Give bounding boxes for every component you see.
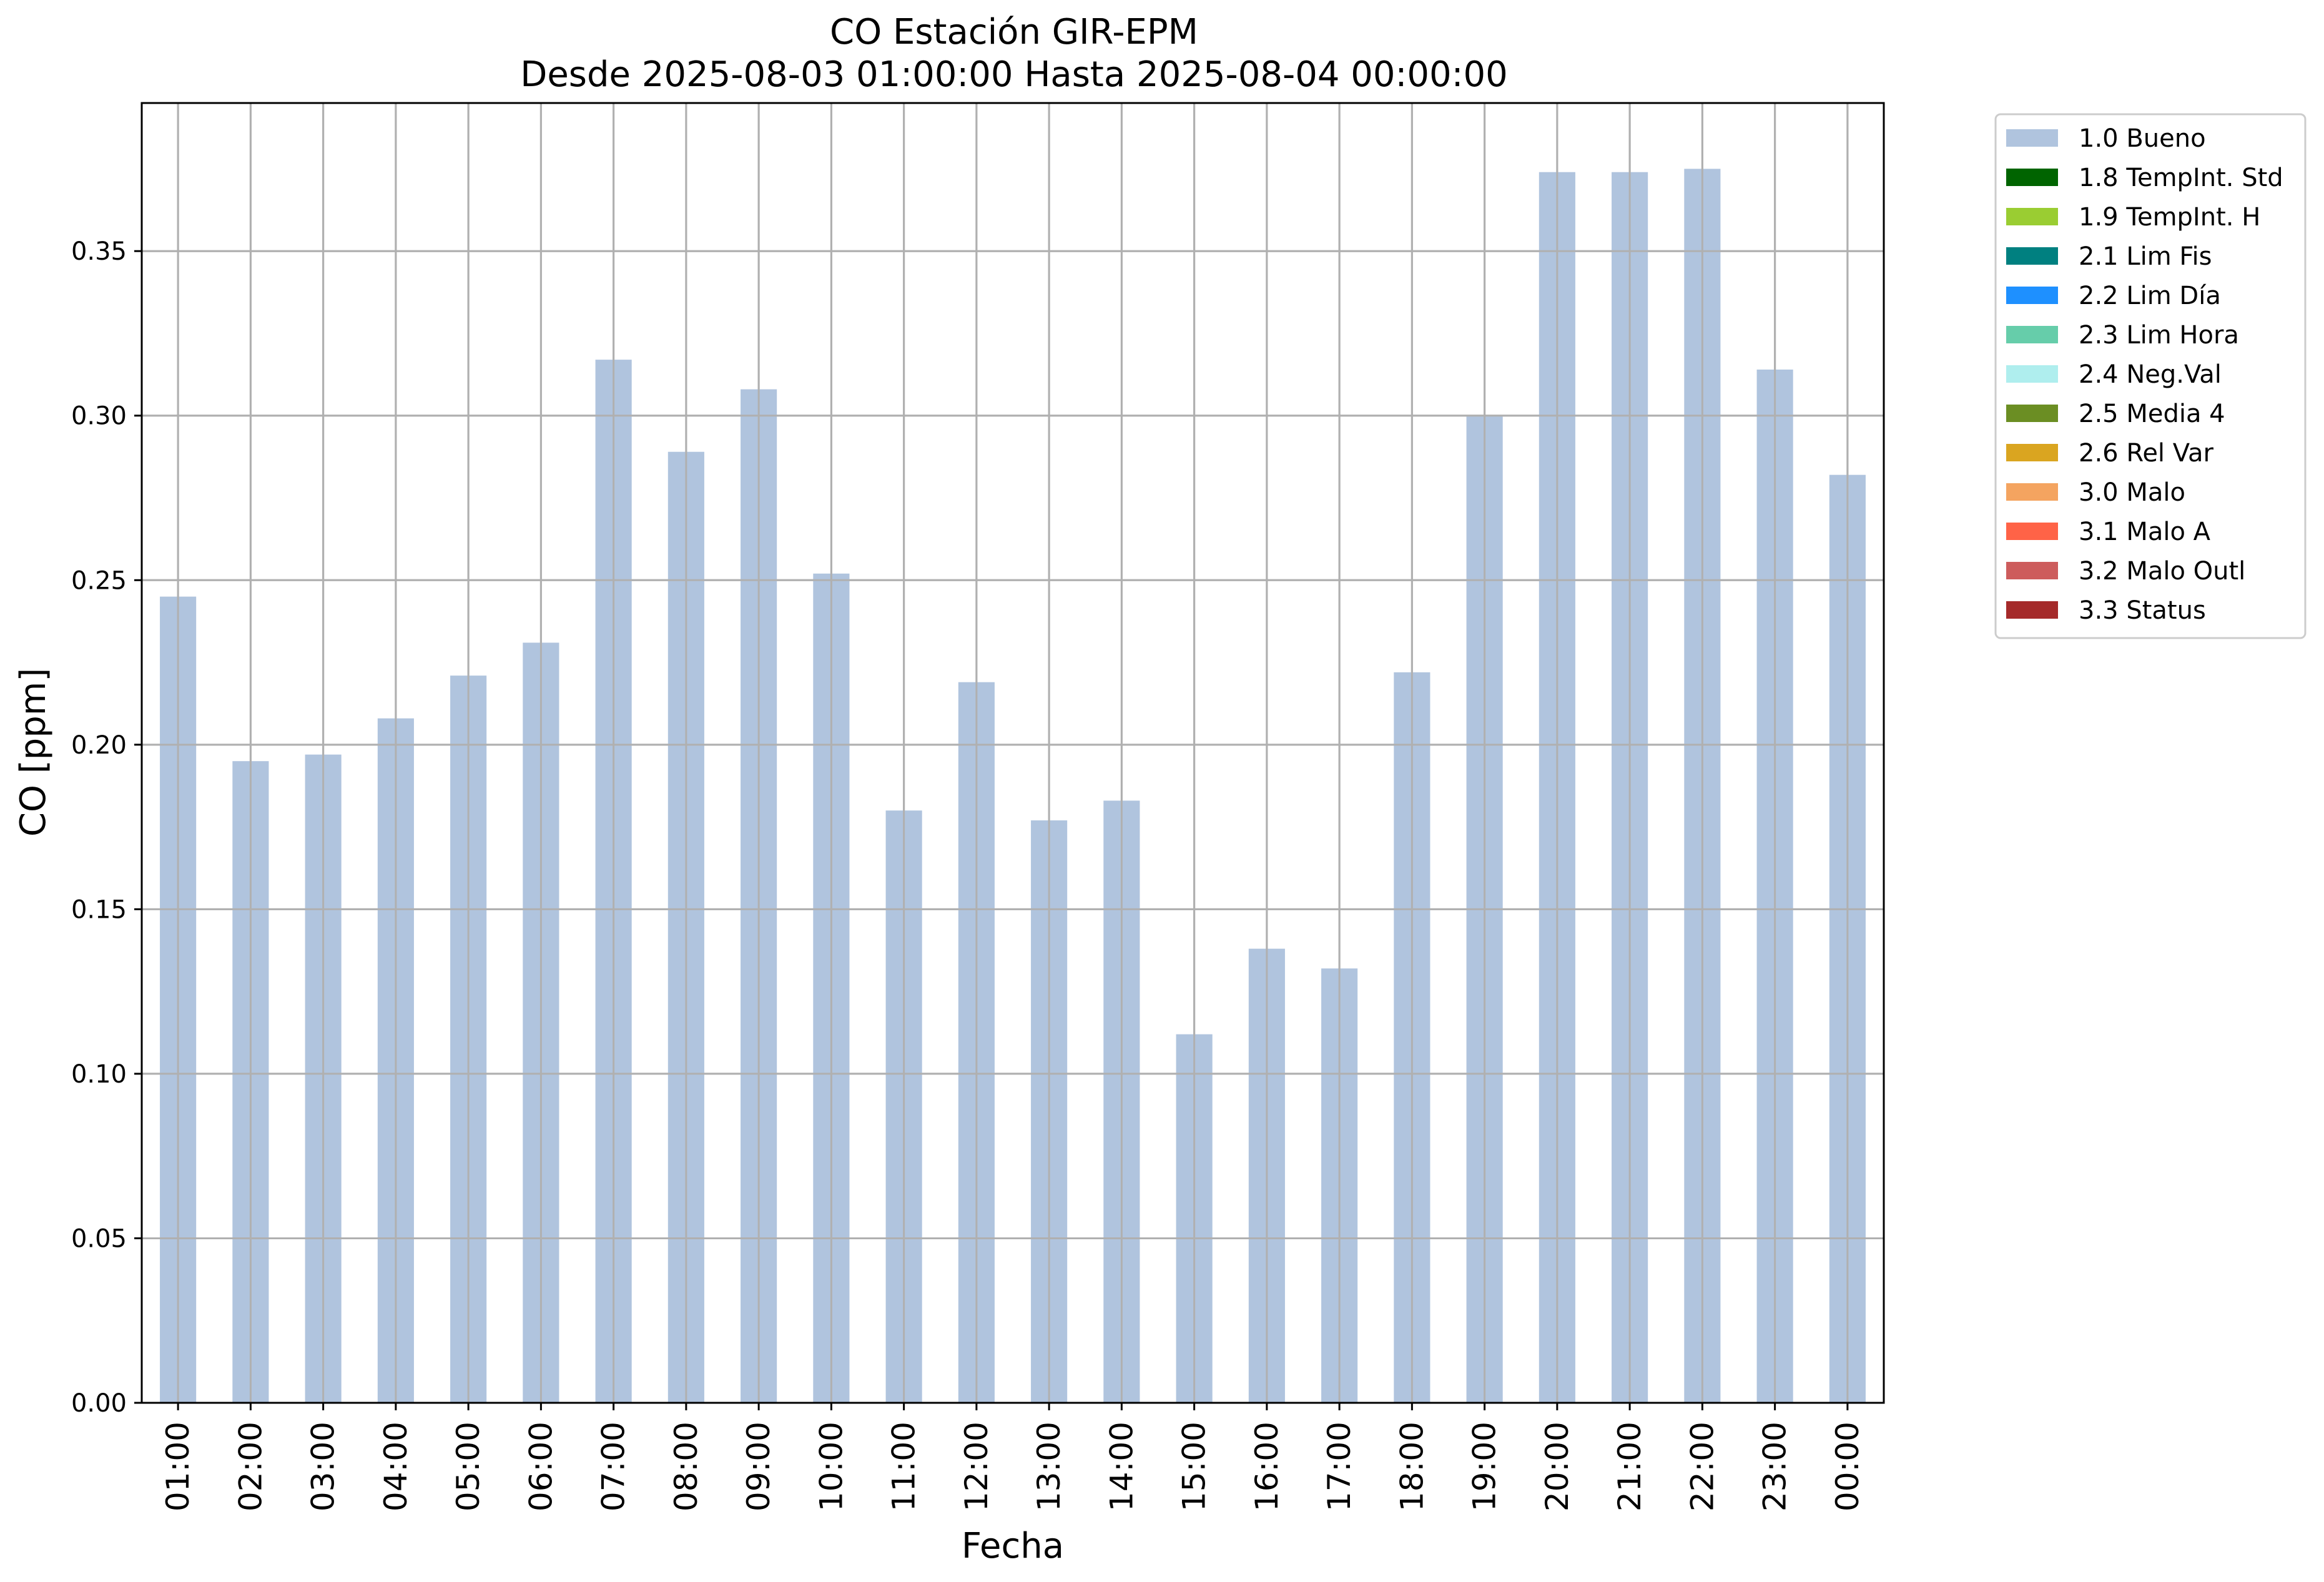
axis-layer: 0.00 0.05 0.10 0.15 0.20 0.25 0.30 0.35 01:00 02:…	[71, 102, 1885, 1511]
y-tick-label: 0.20	[71, 731, 127, 760]
x-tick-label: 15:00	[1176, 1422, 1213, 1511]
y-tick-label: 0.00	[71, 1389, 127, 1418]
legend-label: 2.3 Lim Hora	[2079, 321, 2239, 350]
x-tick-label: 05:00	[450, 1422, 486, 1511]
x-tick-label: 23:00	[1757, 1422, 1793, 1511]
x-tick-label: 16:00	[1249, 1422, 1285, 1511]
x-tick-label: 14:00	[1103, 1422, 1140, 1511]
x-tick-label: 12:00	[958, 1422, 995, 1511]
legend-label: 2.6 Rel Var	[2079, 439, 2214, 468]
legend-swatch	[2006, 483, 2058, 501]
legend-swatch	[2006, 523, 2058, 540]
legend-label: 2.4 Neg.Val	[2079, 360, 2222, 389]
chart-subtitle: Desde 2025-08-03 01:00:00 Hasta 2025-08-…	[520, 54, 1508, 95]
y-axis-label: CO [ppm]	[13, 668, 54, 837]
y-tick-label: 0.35	[71, 237, 127, 266]
legend-label: 3.1 Malo A	[2079, 518, 2211, 546]
legend-label: 1.8 TempInt. Std	[2079, 164, 2283, 192]
x-tick-label: 00:00	[1829, 1422, 1866, 1511]
x-tick-label: 19:00	[1467, 1422, 1503, 1511]
x-tick-label: 21:00	[1612, 1422, 1648, 1511]
legend-swatch	[2006, 129, 2058, 147]
legend-swatch	[2006, 208, 2058, 225]
legend-swatch	[2006, 326, 2058, 343]
x-tick-label: 06:00	[523, 1422, 559, 1511]
legend-swatch	[2006, 601, 2058, 619]
x-axis-label: Fecha	[962, 1526, 1064, 1566]
legend-label: 1.9 TempInt. H	[2079, 203, 2260, 232]
x-tick-label: 03:00	[305, 1422, 342, 1511]
legend-swatch	[2006, 169, 2058, 186]
x-tick-label: 08:00	[668, 1422, 704, 1511]
y-tick-label: 0.10	[71, 1060, 127, 1089]
legend-swatch	[2006, 444, 2058, 461]
x-tick-label: 22:00	[1684, 1422, 1720, 1511]
y-tick-label: 0.30	[71, 402, 127, 431]
y-tick-label: 0.25	[71, 566, 127, 595]
x-tick-label: 07:00	[596, 1422, 632, 1511]
legend-label: 1.0 Bueno	[2079, 124, 2206, 153]
x-tick-label: 04:00	[378, 1422, 414, 1511]
x-tick-label: 13:00	[1031, 1422, 1067, 1511]
x-tick-label: 01:00	[160, 1422, 196, 1511]
chart-title: CO Estación GIR-EPM	[830, 12, 1198, 52]
legend-swatch	[2006, 365, 2058, 383]
x-tick-label: 20:00	[1539, 1422, 1575, 1511]
legend-swatch	[2006, 287, 2058, 304]
legend-swatch	[2006, 405, 2058, 422]
legend-box	[1994, 113, 2307, 639]
y-tick-label: 0.15	[71, 895, 127, 924]
x-tick-label: 09:00	[741, 1422, 777, 1511]
x-tick-label: 18:00	[1394, 1422, 1430, 1511]
x-tick-label: 11:00	[886, 1422, 922, 1511]
x-tick-label: 17:00	[1321, 1422, 1357, 1511]
legend-label: 2.5 Media 4	[2079, 400, 2225, 428]
grid-overlay	[142, 103, 1884, 1404]
legend-swatch	[2006, 247, 2058, 265]
x-tick-label: 02:00	[232, 1422, 268, 1511]
legend: 1.0 Bueno 1.8 TempInt. Std 1.9 TempInt. H 2…	[1994, 113, 2307, 639]
legend-swatch	[2006, 562, 2058, 579]
legend-label: 3.3 Status	[2079, 596, 2206, 625]
legend-label: 3.0 Malo	[2079, 478, 2185, 507]
legend-label: 2.1 Lim Fis	[2079, 242, 2212, 271]
x-tick-label: 10:00	[813, 1422, 849, 1511]
plot-frame	[140, 102, 1885, 1404]
legend-label: 3.2 Malo Outl	[2079, 557, 2245, 586]
legend-label: 2.2 Lim Día	[2079, 282, 2221, 310]
y-tick-label: 0.05	[71, 1224, 127, 1253]
